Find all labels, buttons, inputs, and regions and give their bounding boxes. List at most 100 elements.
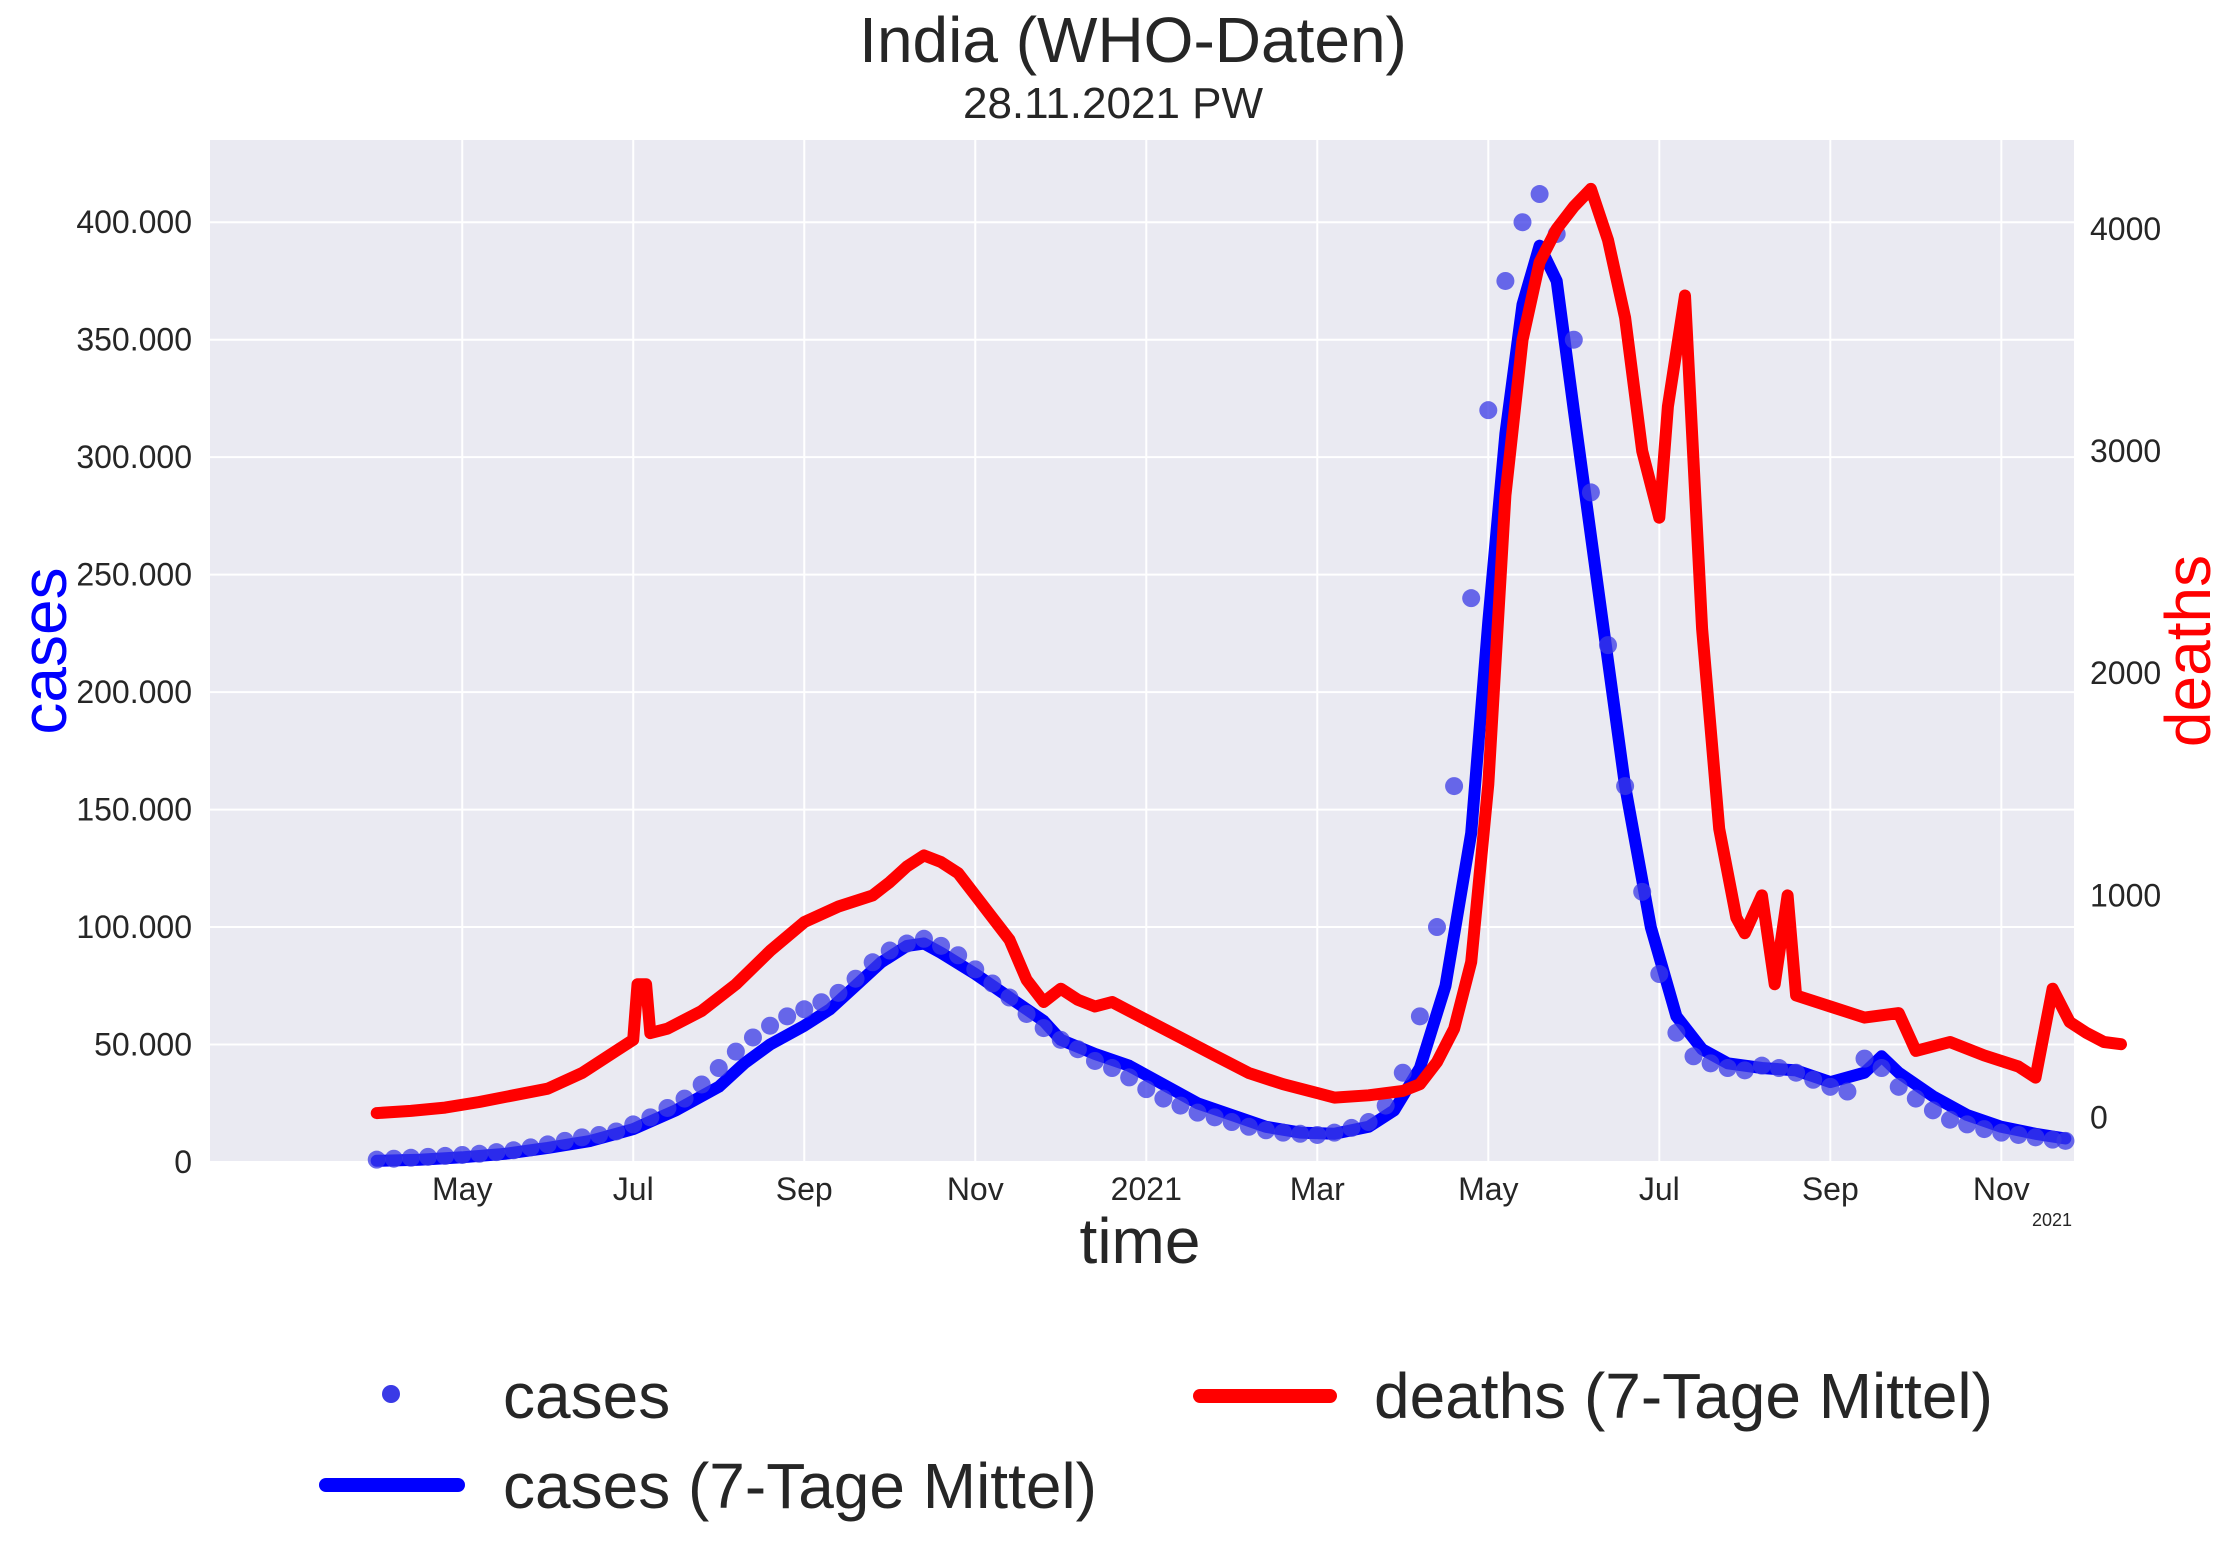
cases-point	[1274, 1123, 1293, 1142]
legend-deaths-mean-label: deaths (7-Tage Mittel)	[1374, 1360, 1993, 1432]
legend-cases-marker	[382, 1385, 400, 1403]
x-tick-label: Jul	[613, 1171, 654, 1207]
cases-point	[846, 969, 865, 988]
cases-point	[1427, 918, 1446, 937]
cases-point	[1291, 1124, 1310, 1143]
cases-point	[555, 1131, 574, 1150]
legend-cases-mean-label: cases (7-Tage Mittel)	[503, 1450, 1097, 1522]
y-left-tick-label: 100.000	[76, 909, 192, 945]
cases-point	[1530, 185, 1549, 204]
legend-cases-label: cases	[503, 1360, 670, 1432]
cases-point	[1325, 1123, 1344, 1142]
x-tick-label: Sep	[776, 1171, 833, 1207]
cases-point	[1445, 777, 1464, 796]
cases-point	[470, 1144, 489, 1163]
cases-point	[1718, 1059, 1737, 1078]
cases-point	[1496, 271, 1515, 290]
x-tick-label: May	[432, 1171, 492, 1207]
y-left-tick-label: 250.000	[76, 557, 192, 593]
cases-point	[1308, 1125, 1327, 1144]
chart-title: India (WHO-Daten)	[859, 4, 1407, 76]
x-offset-label: 2021	[2032, 1210, 2072, 1230]
cases-point	[1975, 1120, 1994, 1139]
cases-point	[1017, 1004, 1036, 1023]
cases-point	[504, 1141, 523, 1160]
x-axis-label: time	[1080, 1205, 1201, 1277]
cases-point	[1992, 1123, 2011, 1142]
y-right-axis-label: deaths	[2152, 555, 2224, 747]
cases-point	[675, 1089, 694, 1108]
cases-point	[1770, 1059, 1789, 1078]
cases-point	[1137, 1080, 1156, 1099]
cases-point	[1376, 1096, 1395, 1115]
cases-point	[795, 1000, 814, 1019]
cases-point	[1581, 483, 1600, 502]
y-left-tick-label: 0	[174, 1144, 192, 1180]
cases-point	[880, 941, 899, 960]
cases-point	[949, 946, 968, 965]
cases-point	[1068, 1040, 1087, 1059]
series-cases-points	[367, 185, 2075, 1169]
y-right-tick-label: 1000	[2090, 877, 2161, 913]
cases-point	[1752, 1056, 1771, 1075]
cases-point	[1599, 636, 1617, 655]
y-left-axis-label: cases	[8, 567, 80, 734]
cases-point	[1188, 1103, 1207, 1122]
y-left-tick-label: 50.000	[94, 1027, 192, 1063]
cases-point	[453, 1145, 472, 1164]
cases-point	[1513, 213, 1532, 232]
cases-point	[367, 1150, 386, 1169]
y-left-tick-label: 200.000	[76, 674, 192, 710]
cases-point	[1616, 777, 1635, 796]
cases-point	[812, 993, 831, 1012]
cases-point	[1000, 988, 1019, 1007]
cases-point	[1923, 1101, 1942, 1120]
cases-point	[966, 960, 985, 979]
cases-point	[641, 1108, 660, 1127]
y-left-tick-label: 350.000	[76, 322, 192, 358]
x-tick-label: Mar	[1290, 1171, 1345, 1207]
series-deaths-7day-line	[370, 182, 2127, 1120]
cases-point	[778, 1007, 797, 1026]
cases-point	[1393, 1063, 1412, 1082]
cases-point	[1342, 1118, 1361, 1137]
y-right-tick-label: 0	[2090, 1100, 2108, 1136]
cases-point	[521, 1138, 540, 1157]
cases-point	[419, 1147, 438, 1166]
cases-point	[2009, 1125, 2028, 1144]
cases-point	[1171, 1096, 1190, 1115]
cases-point	[572, 1128, 591, 1147]
x-tick-label: Jul	[1639, 1171, 1680, 1207]
y-right-tick-label: 3000	[2090, 433, 2161, 469]
cases-point	[1889, 1077, 1908, 1096]
cases-point	[829, 983, 848, 1002]
y-left-tick-label: 300.000	[76, 439, 192, 475]
cases-point	[2056, 1131, 2075, 1150]
cases-point	[1462, 589, 1481, 608]
cases-point	[726, 1042, 745, 1061]
cases-point	[1701, 1054, 1720, 1073]
y-left-tick-label: 400.000	[76, 204, 192, 240]
cases-point	[436, 1146, 455, 1165]
cases-point	[1120, 1068, 1139, 1087]
cases-point	[1855, 1049, 1874, 1068]
cases-point	[1821, 1077, 1840, 1096]
cases-point	[1633, 882, 1652, 901]
cases-point	[1222, 1113, 1241, 1132]
cases-point	[1838, 1082, 1857, 1101]
cases-point	[932, 936, 951, 955]
cases-point	[1650, 965, 1669, 984]
cases-point	[1051, 1030, 1070, 1049]
cases-point	[1103, 1059, 1122, 1078]
cases-point	[1479, 401, 1498, 420]
cases-point	[624, 1115, 643, 1134]
cases-point	[1359, 1113, 1378, 1132]
cases-point	[914, 929, 933, 948]
plot-area	[210, 140, 2074, 1162]
cases-point	[1256, 1121, 1275, 1140]
series-layer	[367, 182, 2127, 1169]
x-tick-label: Nov	[947, 1171, 1004, 1207]
x-tick-label: Sep	[1802, 1171, 1859, 1207]
chart-subtitle: 28.11.2021 PW	[963, 79, 1264, 128]
x-tick-label: 2021	[1111, 1171, 1182, 1207]
